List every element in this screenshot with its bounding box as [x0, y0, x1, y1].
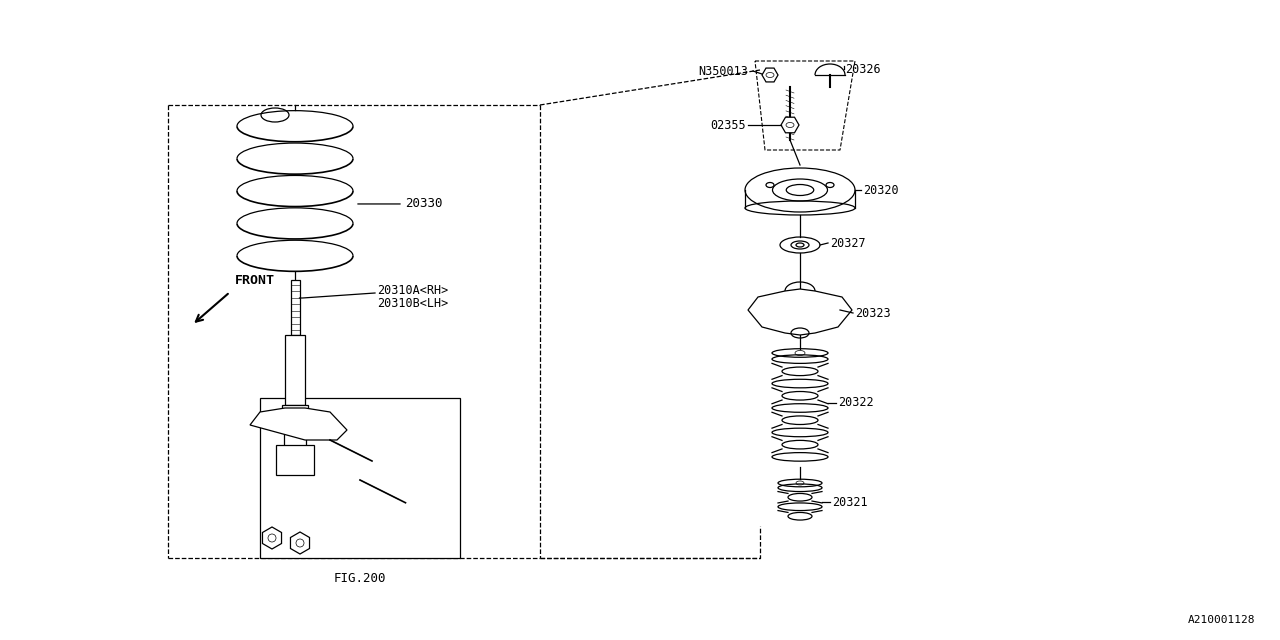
Bar — [260, 398, 460, 558]
Text: 02355: 02355 — [710, 118, 746, 131]
Text: 20326: 20326 — [845, 63, 881, 76]
Text: 20310B<LH>: 20310B<LH> — [378, 296, 448, 310]
Text: 20323: 20323 — [855, 307, 891, 319]
Text: 20320: 20320 — [863, 184, 899, 196]
Text: N350013: N350013 — [698, 65, 748, 77]
Text: 20327: 20327 — [829, 237, 865, 250]
Text: 20322: 20322 — [838, 396, 874, 409]
Text: FIG.200: FIG.200 — [334, 572, 387, 585]
Text: FRONT: FRONT — [236, 274, 275, 287]
Bar — [284, 415, 306, 470]
Text: 20310A<RH>: 20310A<RH> — [378, 284, 448, 296]
Bar — [285, 335, 305, 405]
Polygon shape — [250, 408, 347, 440]
Bar — [276, 445, 314, 475]
Bar — [282, 405, 308, 415]
Text: 20321: 20321 — [832, 495, 868, 509]
Bar — [291, 280, 300, 335]
Text: 20330: 20330 — [404, 198, 443, 211]
Polygon shape — [748, 289, 852, 335]
Text: A210001128: A210001128 — [1188, 615, 1254, 625]
